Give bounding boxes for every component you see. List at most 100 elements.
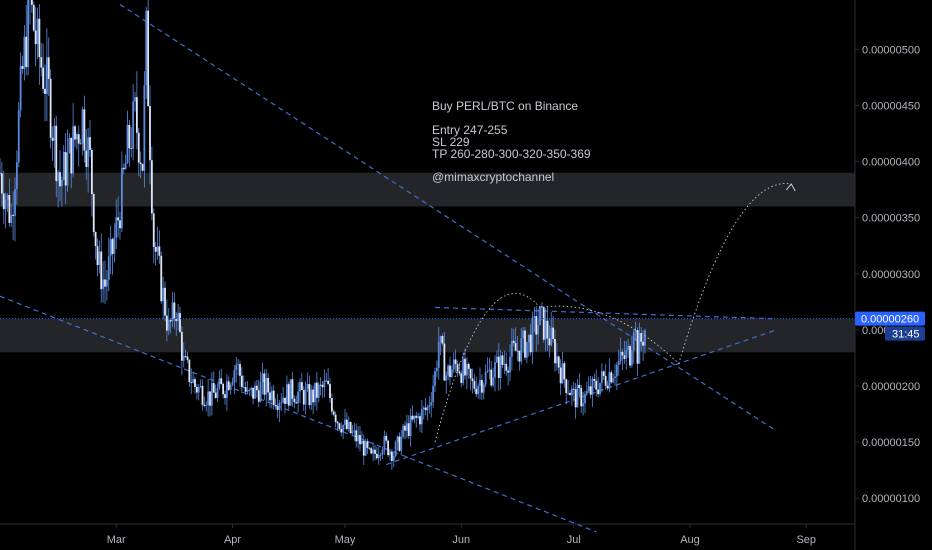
time-axis[interactable]: Mar Apr May Jun Jul Aug Sep [107, 524, 816, 546]
candle-body-224 [419, 416, 421, 425]
candle-body-166 [310, 389, 313, 405]
candle-body-205 [383, 435, 386, 450]
candle-body-275 [514, 342, 517, 351]
candle-body-202 [377, 454, 380, 459]
countdown-label: 31:45 [892, 329, 920, 341]
candle-body-77 [143, 85, 146, 171]
candle-body-109 [203, 404, 206, 406]
candle-body-280 [524, 330, 526, 358]
candle-body-115 [214, 392, 217, 398]
candle-body-63 [117, 217, 120, 221]
candle-body-24 [44, 88, 46, 94]
candle-body-128 [239, 364, 241, 376]
candle-body-207 [387, 440, 390, 456]
candle-body-317 [593, 378, 596, 381]
candle-body-75 [139, 162, 142, 165]
candle-body-172 [321, 384, 324, 388]
candle-body-62 [115, 217, 118, 238]
candle-body-159 [297, 391, 300, 404]
candle-body-20 [36, 18, 39, 45]
candle-body-225 [420, 409, 423, 425]
candle-body-68 [126, 124, 129, 163]
candle-body-197 [368, 447, 371, 449]
price-axis[interactable]: 0.00000500 0.00000450 0.00000400 0.00000350… [855, 44, 920, 505]
candle-body-59 [109, 239, 112, 257]
candle-body-48 [89, 137, 91, 150]
candle-body-27 [49, 78, 52, 138]
candle-body-94 [175, 318, 178, 322]
candle-body-135 [252, 387, 255, 399]
candle-body-160 [299, 382, 301, 392]
candle-body-9 [15, 162, 18, 190]
candle-body-80 [149, 105, 151, 161]
candle-body-136 [254, 385, 256, 399]
candle-body-243 [454, 359, 457, 365]
candle-body-238 [445, 375, 448, 381]
candle-body-98 [182, 356, 185, 361]
y-tick-label-8: 0.00000100 [862, 493, 920, 505]
candle-body-244 [456, 364, 459, 372]
candle-body-316 [591, 378, 594, 395]
candle-body-186 [347, 422, 350, 429]
candle-body-42 [77, 134, 80, 144]
candle-body-7 [12, 214, 15, 216]
candle-body-282 [527, 334, 530, 343]
candle-body-175 [327, 380, 330, 385]
candle-body-69 [128, 124, 131, 149]
candle-body-43 [79, 143, 82, 145]
candle-body-162 [302, 390, 305, 405]
candle-body-251 [469, 368, 472, 379]
candle-body-46 [85, 150, 88, 167]
candle-body-32 [59, 172, 61, 187]
candle-body-72 [134, 97, 136, 102]
x-tick-label-0: Mar [107, 534, 126, 546]
candle-body-254 [475, 388, 478, 395]
candle-body-303 [567, 392, 570, 394]
candle-body-102 [190, 382, 193, 383]
candle-body-191 [357, 435, 360, 442]
candle-body-141 [263, 373, 266, 395]
trendline-2 [386, 329, 777, 466]
candle-body-70 [130, 148, 133, 149]
candle-body-104 [194, 379, 196, 387]
candle-body-309 [578, 384, 581, 389]
candle-body-163 [304, 388, 307, 405]
candle-body-301 [563, 363, 566, 380]
candle-body-214 [400, 436, 403, 451]
candle-body-333 [623, 355, 626, 359]
zones-layer [0, 172, 855, 353]
candle-body-338 [632, 332, 635, 351]
candle-body-161 [300, 382, 303, 391]
candle-body-156 [291, 379, 294, 399]
candle-body-286 [535, 316, 538, 335]
candle-body-146 [272, 390, 275, 405]
candle-body-339 [634, 330, 637, 333]
candle-body-192 [359, 435, 361, 445]
candle-body-305 [570, 388, 573, 396]
candle-body-229 [428, 405, 431, 407]
candle-body-211 [394, 442, 397, 457]
trendline-0 [119, 3, 777, 432]
candle-body-51 [94, 232, 97, 247]
candle-body-311 [582, 403, 585, 407]
candle-body-289 [540, 306, 543, 308]
candle-body-250 [467, 363, 470, 369]
candle-body-13 [23, 36, 26, 69]
candle-body-86 [160, 255, 163, 302]
candle-body-297 [555, 356, 558, 364]
candle-body-239 [447, 365, 450, 376]
candle-body-153 [285, 384, 288, 404]
candle-body-127 [237, 364, 240, 365]
candle-body-18 [32, 4, 35, 31]
candle-body-328 [614, 376, 616, 379]
candle-body-101 [188, 359, 191, 383]
candle-body-61 [113, 237, 116, 254]
candle-body-148 [276, 406, 279, 410]
candle-body-137 [255, 385, 258, 391]
candle-body-29 [53, 125, 56, 141]
candle-body-310 [580, 388, 583, 407]
candle-body-36 [66, 152, 69, 186]
candle-body-226 [422, 407, 425, 410]
candle-body-221 [413, 415, 416, 420]
